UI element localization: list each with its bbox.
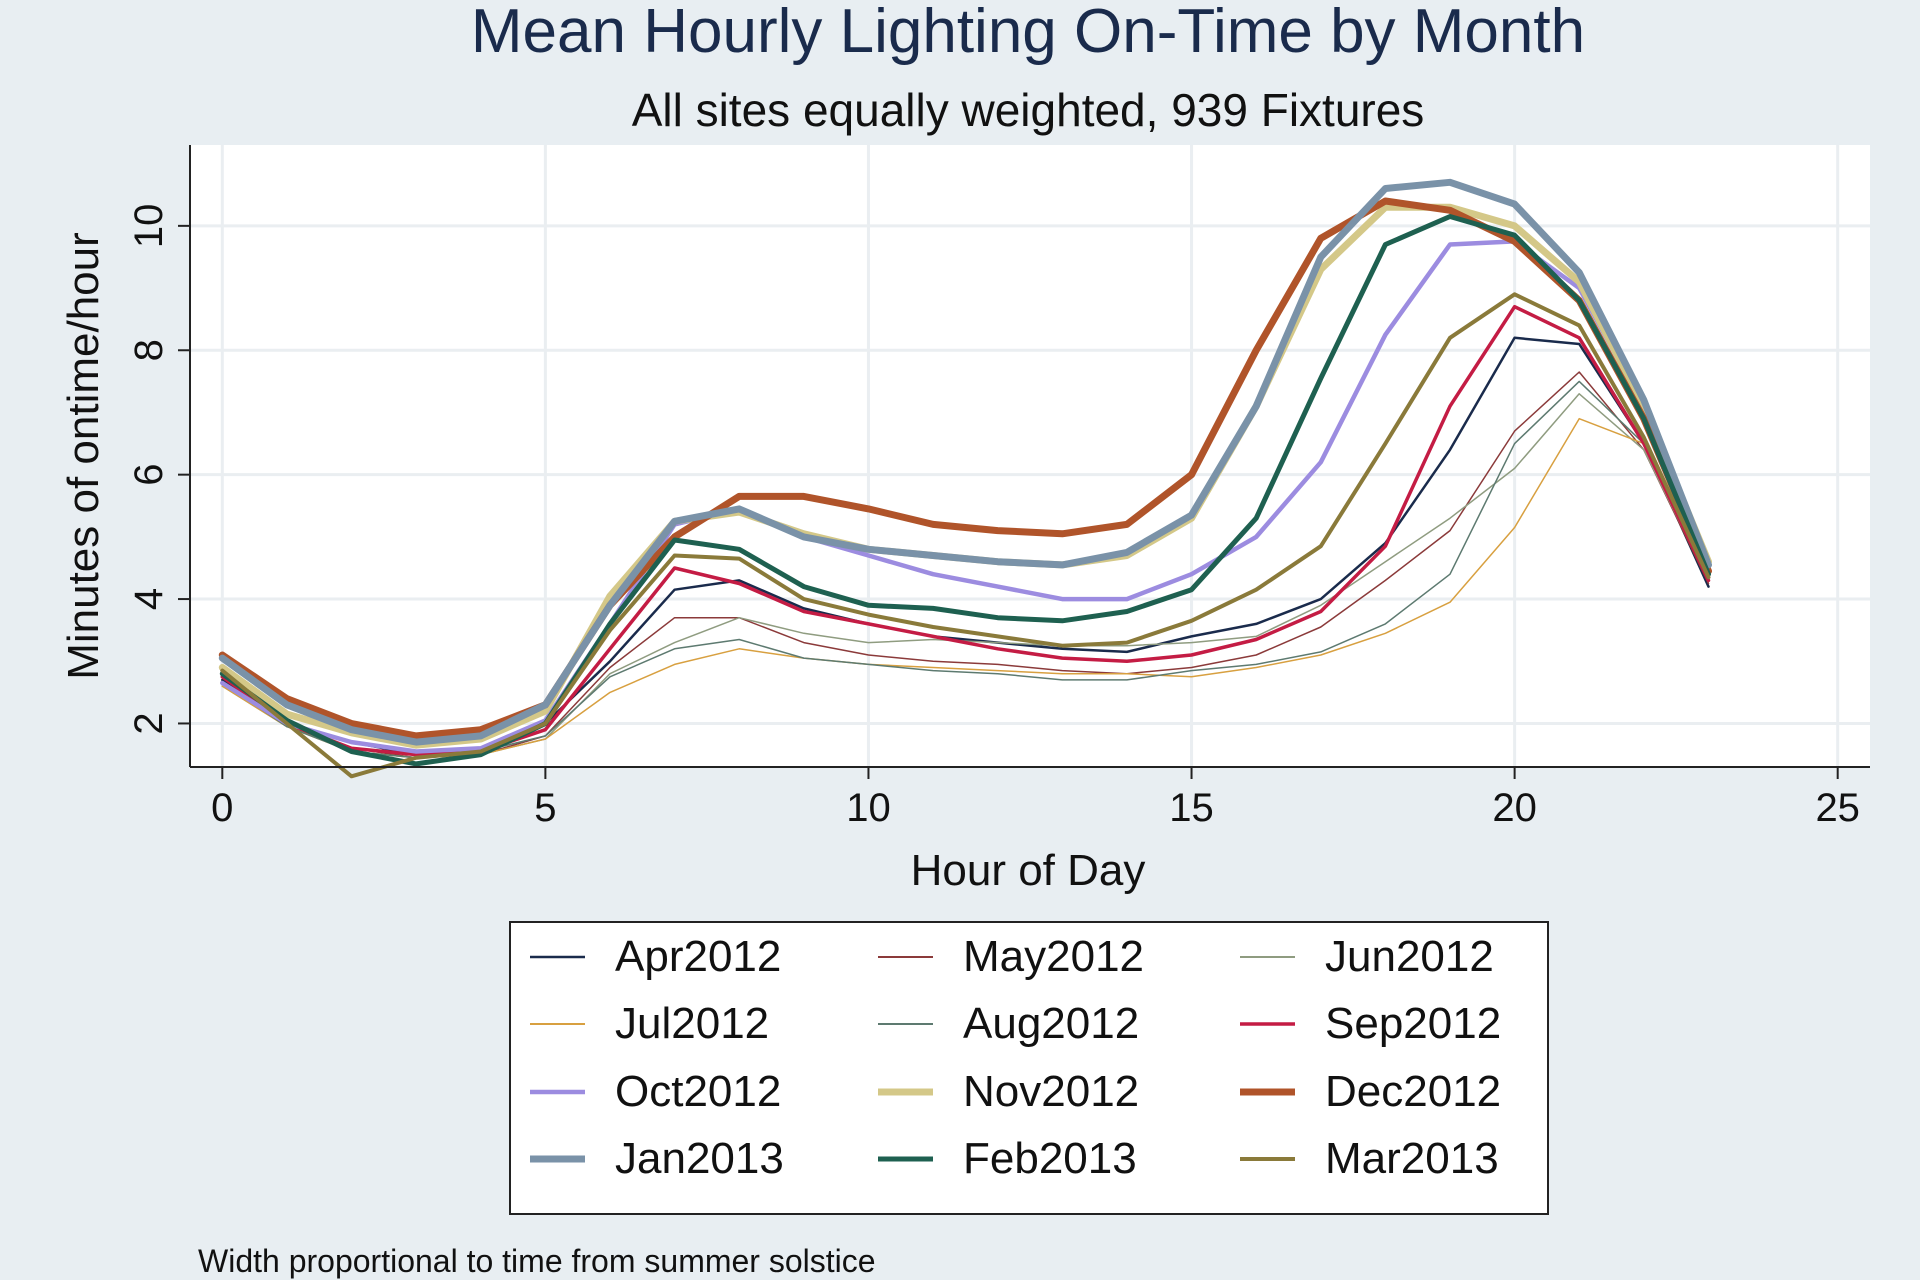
- grid-lines: [190, 145, 1870, 767]
- series-lines: [218, 178, 1712, 779]
- legend-label: Feb2013: [963, 1134, 1137, 1183]
- legend-label: Jun2012: [1325, 932, 1494, 981]
- legend-box: [509, 921, 1549, 1215]
- x-tick-label: 0: [211, 786, 233, 830]
- x-tick-label: 20: [1492, 786, 1537, 830]
- legend-label: Dec2012: [1325, 1067, 1501, 1116]
- series-line-dec2012: [218, 197, 1712, 740]
- legend-item-nov2012: Nov2012: [878, 1067, 1139, 1116]
- legend-item-may2012: May2012: [878, 932, 1144, 981]
- legend-label: Oct2012: [615, 1067, 781, 1116]
- x-tick-label: 25: [1815, 786, 1860, 830]
- legend-item-dec2012: Dec2012: [1240, 1067, 1501, 1116]
- y-tick-label: 2: [127, 712, 171, 734]
- legend-label: May2012: [963, 932, 1144, 981]
- legend-label: Jan2013: [615, 1134, 784, 1183]
- series-line-oct2012: [220, 239, 1711, 754]
- y-axis-label: Minutes of ontime/hour: [59, 232, 108, 680]
- x-tick-label: 5: [534, 786, 556, 830]
- plot-area: [190, 145, 1870, 767]
- legend-label: Jul2012: [615, 999, 769, 1048]
- chart-subtitle: All sites equally weighted, 939 Fixtures: [632, 84, 1425, 136]
- legend-item-sep2012: Sep2012: [1240, 999, 1501, 1048]
- legend-label: Mar2013: [1325, 1134, 1499, 1183]
- legend-label: Nov2012: [963, 1067, 1139, 1116]
- legend-item-aug2012: Aug2012: [878, 999, 1139, 1048]
- legend: Apr2012 May2012 Jun2012 Jul2012 Aug2012 Sep20…: [530, 932, 1501, 1183]
- x-axis-label: Hour of Day: [911, 846, 1146, 895]
- legend-label: Sep2012: [1325, 999, 1501, 1048]
- y-tick-label: 4: [127, 588, 171, 610]
- legend-item-feb2013: Feb2013: [878, 1134, 1137, 1183]
- legend-label: Aug2012: [963, 999, 1139, 1048]
- series-line-jan2013: [218, 178, 1712, 746]
- legend-item-jan2013: Jan2013: [530, 1134, 784, 1183]
- y-tick-label: 8: [127, 339, 171, 361]
- legend-item-apr2012: Apr2012: [530, 932, 781, 981]
- chart-title: Mean Hourly Lighting On-Time by Month: [471, 0, 1585, 66]
- legend-item-jul2012: Jul2012: [530, 999, 769, 1048]
- y-tick-label: 10: [127, 204, 171, 249]
- x-tick-label: 15: [1169, 786, 1214, 830]
- y-tick-label: 6: [127, 464, 171, 486]
- legend-label: Apr2012: [615, 932, 781, 981]
- footnote: Width proportional to time from summer s…: [198, 1243, 876, 1279]
- legend-item-jun2012: Jun2012: [1240, 932, 1494, 981]
- series-line-feb2013: [219, 214, 1711, 767]
- axis-ticks: 0 5 10 15 20 25 2 4 6 8 10: [127, 204, 1860, 830]
- series-line-mar2013: [220, 292, 1711, 779]
- legend-item-mar2013: Mar2013: [1240, 1134, 1499, 1183]
- legend-item-oct2012: Oct2012: [530, 1067, 781, 1116]
- x-tick-label: 10: [846, 786, 891, 830]
